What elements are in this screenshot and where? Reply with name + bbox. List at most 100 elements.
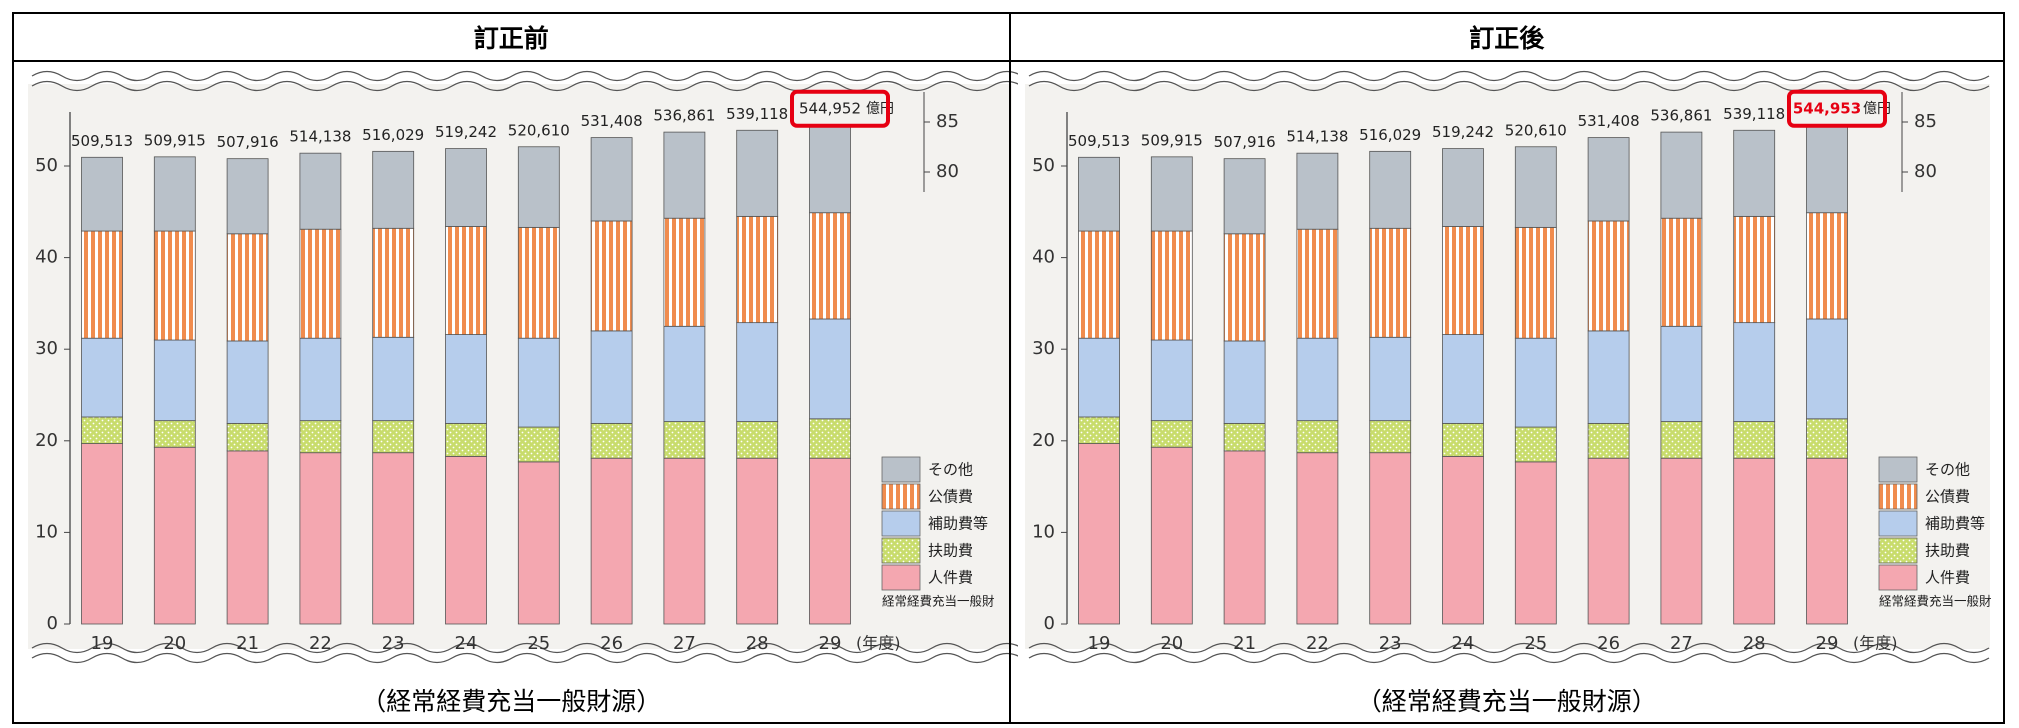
bar-segment bbox=[663, 131, 706, 219]
bar-segment bbox=[736, 421, 779, 459]
axis-break bbox=[1028, 652, 1989, 664]
bar-segment bbox=[1295, 152, 1338, 230]
bar-segment bbox=[445, 334, 487, 424]
legend-label: 人件費 bbox=[1925, 569, 1970, 587]
bar-segment bbox=[517, 461, 560, 625]
bar-segment bbox=[1223, 340, 1266, 424]
x-tick-label: 20 bbox=[1160, 633, 1183, 654]
bar-segment bbox=[445, 422, 487, 457]
bar-segment bbox=[372, 150, 415, 229]
bar-segment bbox=[736, 215, 779, 324]
total-label: 509,513 bbox=[71, 132, 133, 150]
bar-segment bbox=[1077, 337, 1120, 418]
y-tick-label: 50 bbox=[35, 155, 58, 176]
bar-segment bbox=[1368, 227, 1411, 338]
axis-break bbox=[1028, 80, 1989, 92]
bar-segment bbox=[445, 455, 487, 625]
bar-segment bbox=[1368, 336, 1411, 422]
y-tick-label: 20 bbox=[1032, 430, 1055, 451]
bar-segment bbox=[445, 148, 487, 227]
bar-segment bbox=[1805, 318, 1848, 420]
total-label: 520,610 bbox=[1504, 121, 1566, 139]
legend-swatch bbox=[881, 537, 921, 564]
total-label: 544,952 bbox=[799, 99, 861, 117]
y-tick-label: 10 bbox=[35, 521, 58, 542]
bar-segment bbox=[1587, 330, 1629, 424]
bar-segment bbox=[226, 340, 269, 424]
bar-segment bbox=[81, 416, 123, 444]
break-tick-label: 80 bbox=[1914, 161, 1937, 182]
x-tick-label: 22 bbox=[309, 633, 332, 654]
bar-segment bbox=[1150, 230, 1193, 341]
legend-swatch bbox=[1878, 510, 1917, 537]
bar-segment bbox=[590, 457, 633, 625]
x-tick-label: 24 bbox=[1451, 633, 1474, 654]
legend-swatch bbox=[881, 456, 921, 483]
bar-segment bbox=[1732, 421, 1775, 459]
legend-swatch bbox=[881, 510, 921, 537]
bar-segment bbox=[809, 418, 851, 459]
bar-segment bbox=[1150, 339, 1193, 422]
x-tick-label: 27 bbox=[1669, 633, 1692, 654]
bar-segment bbox=[299, 152, 342, 230]
bar-segment bbox=[299, 452, 342, 625]
bar-segment bbox=[299, 420, 342, 454]
x-tick-label: 23 bbox=[1378, 633, 1401, 654]
bar-segment bbox=[1223, 422, 1266, 452]
break-tick-label: 85 bbox=[936, 111, 959, 132]
bar-segment bbox=[1441, 455, 1484, 625]
x-tick-label: 19 bbox=[1087, 633, 1110, 654]
bar-segment bbox=[590, 137, 633, 222]
total-label: 509,915 bbox=[144, 131, 206, 149]
bar-segment bbox=[1514, 426, 1557, 463]
x-tick-label: 20 bbox=[163, 633, 186, 654]
total-label: 536,861 bbox=[653, 107, 715, 125]
bar-segment bbox=[663, 421, 706, 459]
bar-segment bbox=[1660, 421, 1702, 459]
total-label: 516,029 bbox=[1359, 126, 1421, 144]
break-tick-label: 80 bbox=[936, 161, 959, 182]
legend-note: 経常経費充当一般財 bbox=[1879, 594, 1992, 609]
bar-segment bbox=[1514, 337, 1557, 428]
total-label: 514,138 bbox=[1286, 128, 1348, 146]
caption: （経常経費充当一般財源） bbox=[1356, 687, 1657, 716]
bar-segment bbox=[1660, 457, 1702, 625]
bar-segment bbox=[1587, 422, 1629, 459]
x-tick-label: 21 bbox=[236, 633, 259, 654]
legend-swatch bbox=[1878, 483, 1917, 510]
caption: （経常経費充当一般財源） bbox=[361, 687, 662, 716]
break-tick-label: 85 bbox=[1914, 111, 1937, 132]
total-label: 509,513 bbox=[1067, 132, 1129, 150]
bar-segment bbox=[1150, 420, 1193, 448]
bar-segment bbox=[590, 330, 633, 424]
total-label: 507,916 bbox=[1213, 133, 1275, 151]
x-tick-label: 26 bbox=[1597, 633, 1620, 654]
legend-label: 人件費 bbox=[928, 569, 973, 587]
total-label: 544,953 bbox=[1792, 99, 1860, 117]
bar-segment bbox=[590, 422, 633, 459]
y-tick-label: 20 bbox=[35, 430, 58, 451]
axis-break bbox=[31, 70, 1018, 82]
bar-segment bbox=[81, 230, 123, 339]
bar-segment bbox=[81, 443, 123, 625]
bar-segment bbox=[1587, 220, 1629, 332]
bar-segment bbox=[1223, 158, 1266, 235]
total-label: 519,242 bbox=[435, 123, 497, 141]
legend-label: 公債費 bbox=[928, 488, 973, 506]
y-tick-label: 0 bbox=[47, 613, 58, 634]
panel-title: 訂正前 bbox=[14, 14, 1009, 62]
bar-segment bbox=[1150, 156, 1193, 232]
x-tick-label: 24 bbox=[455, 633, 478, 654]
bar-segment bbox=[809, 457, 851, 625]
bar-segment bbox=[663, 457, 706, 625]
total-label: 516,029 bbox=[362, 126, 424, 144]
legend-swatch bbox=[881, 483, 921, 510]
bar-segment bbox=[590, 220, 633, 332]
bar-segment bbox=[1295, 452, 1338, 625]
x-tick-label: 29 bbox=[819, 633, 842, 654]
bar-segment bbox=[1441, 422, 1484, 457]
legend-label: 補助費等 bbox=[928, 515, 988, 533]
bar-segment bbox=[1441, 148, 1484, 227]
bar-segment bbox=[1441, 226, 1484, 335]
bar-segment bbox=[372, 336, 415, 422]
